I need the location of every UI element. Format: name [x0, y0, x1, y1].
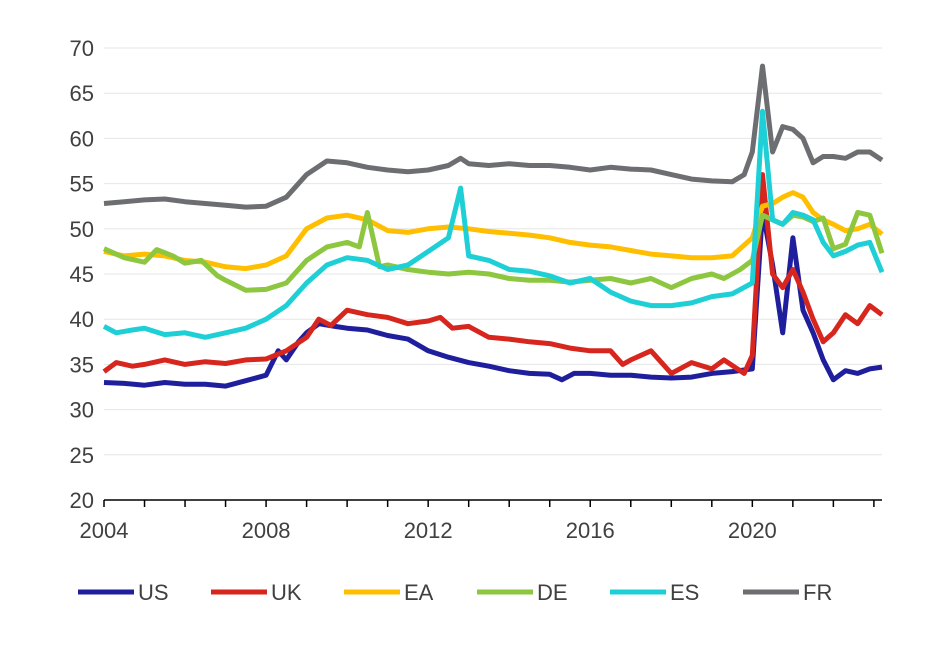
y-tick-label: 20 [70, 488, 94, 513]
series-line-ea [103, 190, 884, 272]
x-tick-label: 2012 [404, 518, 453, 543]
legend-label: ES [670, 580, 699, 605]
y-tick-label: 45 [70, 262, 94, 287]
legend-label: DE [537, 580, 568, 605]
x-tick-label: 2020 [728, 518, 777, 543]
x-tick-label: 2008 [242, 518, 291, 543]
x-axis-tick-labels: 2004 2008 2012 2016 2020 [80, 518, 777, 543]
legend: US UK EA DE ES FR [78, 580, 832, 605]
x-tick-label: 2004 [80, 518, 129, 543]
legend-label: US [138, 580, 169, 605]
series-line-us [103, 208, 883, 389]
legend-label: FR [803, 580, 832, 605]
y-tick-label: 55 [70, 172, 94, 197]
y-axis-tick-labels: 20 25 30 35 40 45 50 55 60 65 70 [70, 36, 94, 513]
y-tick-label: 35 [70, 352, 94, 377]
legend-item-ea: EA [344, 580, 434, 605]
x-tick-label: 2016 [566, 518, 615, 543]
y-tick-label: 60 [70, 126, 94, 151]
y-tick-label: 25 [70, 443, 94, 468]
series-lines [102, 63, 885, 389]
legend-item-fr: FR [743, 580, 832, 605]
legend-label: EA [404, 580, 434, 605]
y-tick-label: 65 [70, 81, 94, 106]
legend-label: UK [271, 580, 302, 605]
y-tick-label: 70 [70, 36, 94, 61]
y-tick-label: 40 [70, 307, 94, 332]
legend-item-de: DE [477, 580, 568, 605]
y-tick-label: 50 [70, 217, 94, 242]
series-line-uk [102, 172, 884, 376]
axes [103, 499, 882, 507]
legend-item-us: US [78, 580, 169, 605]
series-line-es [102, 108, 885, 340]
legend-item-es: ES [610, 580, 699, 605]
y-tick-label: 30 [70, 398, 94, 423]
series-line-fr [103, 63, 884, 210]
legend-item-uk: UK [211, 580, 302, 605]
